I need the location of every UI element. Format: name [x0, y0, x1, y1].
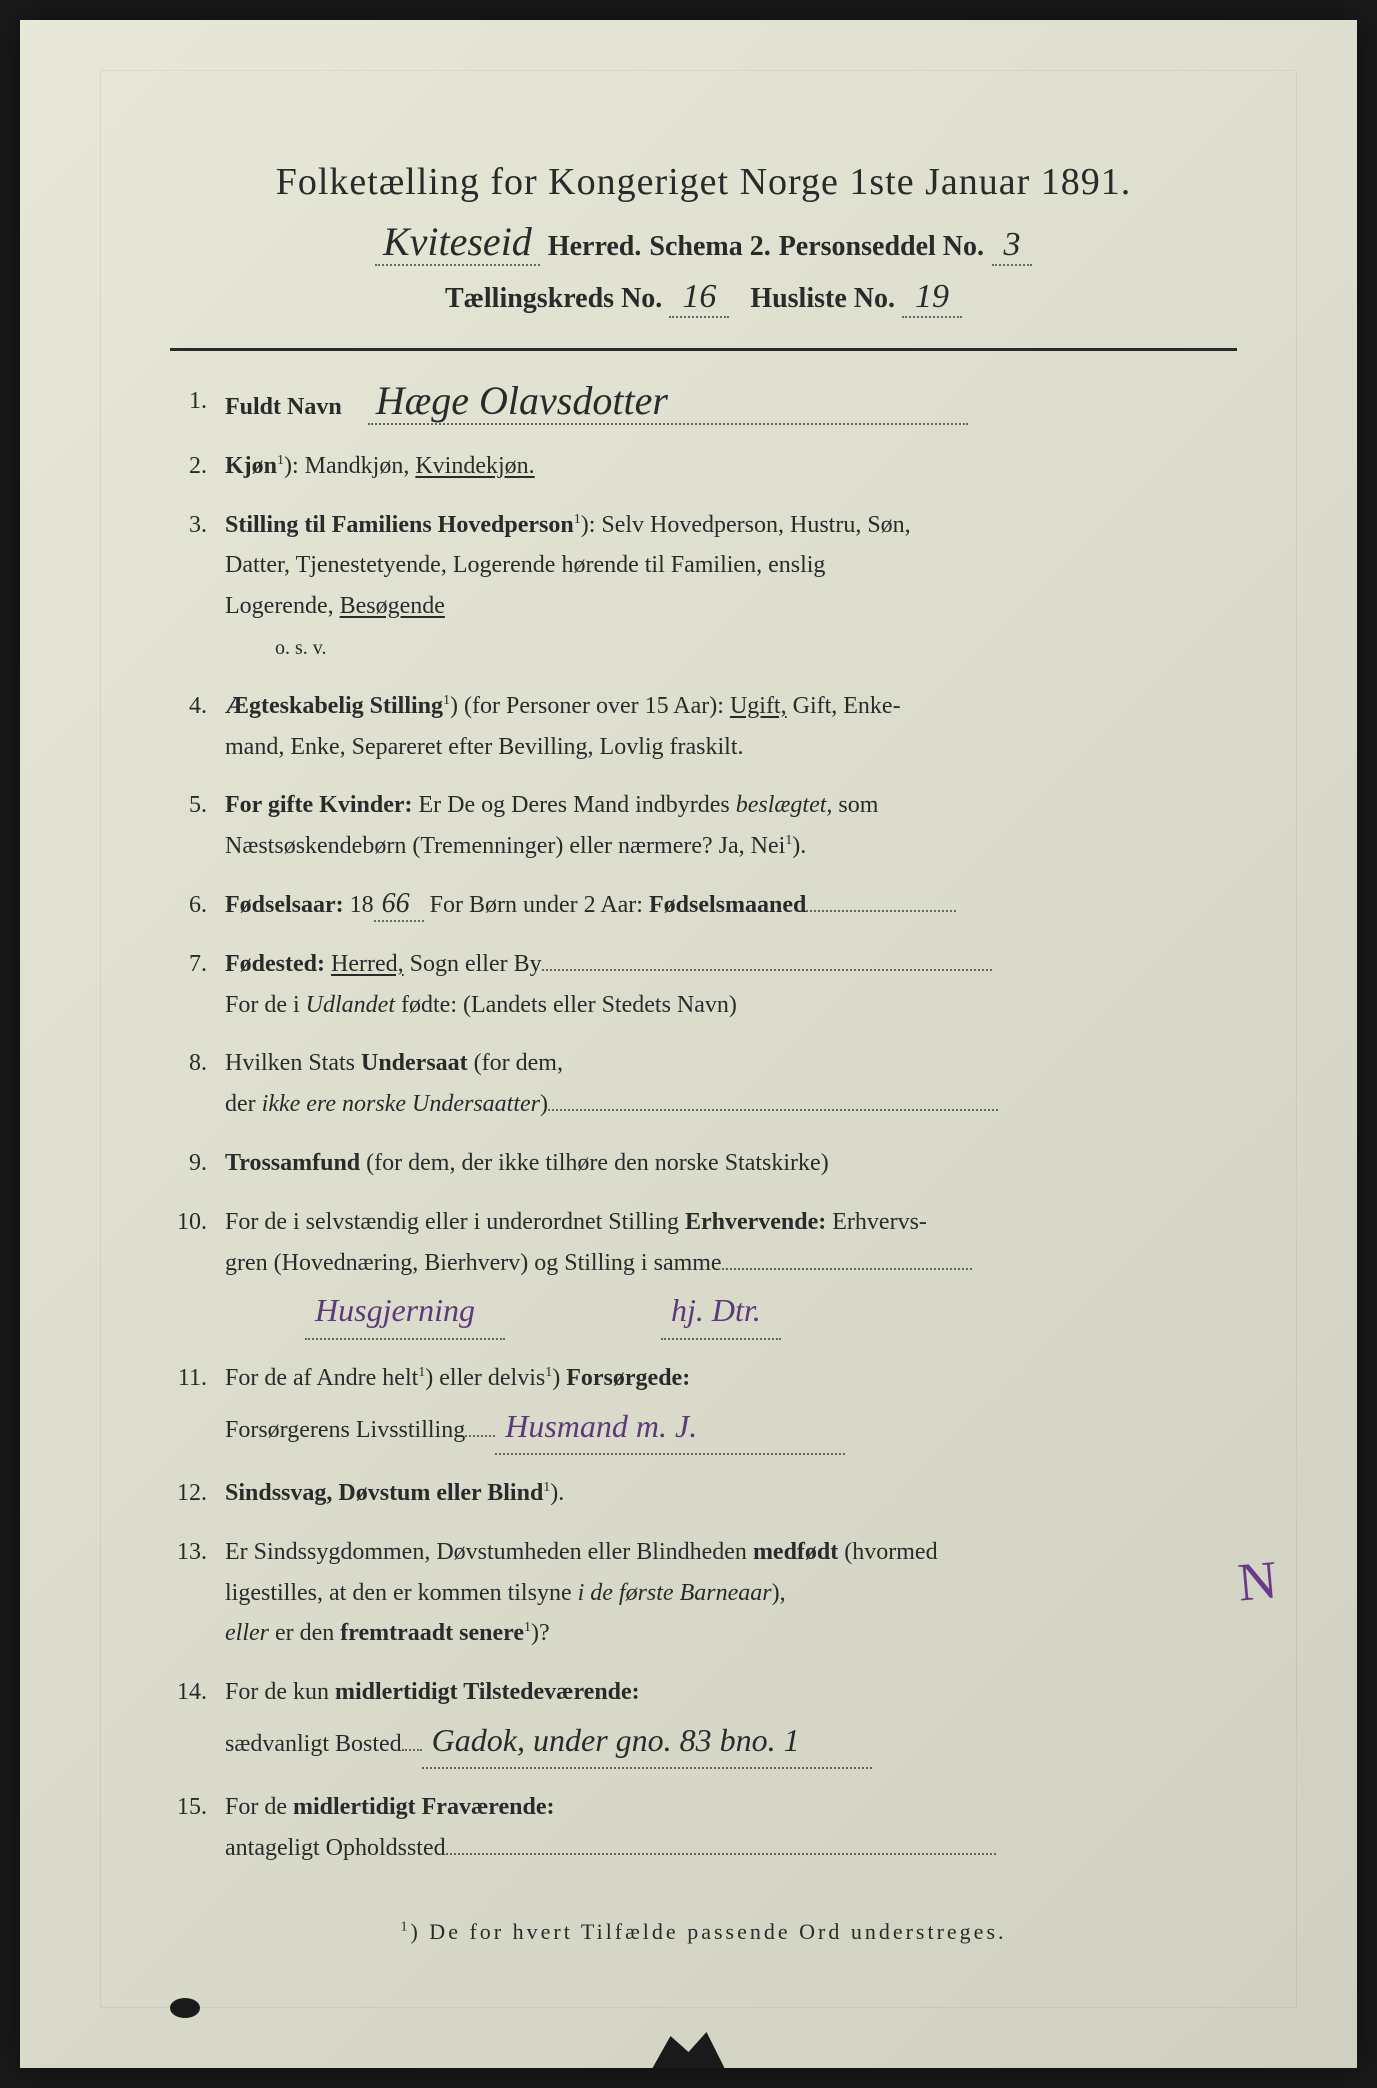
form-title: Folketælling for Kongeriget Norge 1ste J…: [170, 160, 1237, 204]
field-14-temporary-present: 14. For de kun midlertidigt Tilstedevære…: [170, 1672, 1237, 1769]
field-15-temporary-absent: 15. For de midlertidigt Fraværende: anta…: [170, 1787, 1237, 1869]
field-2-sex: 2. Kjøn1): Mandkjøn, Kvindekjøn.: [170, 446, 1237, 487]
field-12-disability: 12. Sindssvag, Døvstum eller Blind1).: [170, 1473, 1237, 1514]
field-3-position: 3. Stilling til Familiens Hovedperson1):…: [170, 505, 1237, 668]
marginal-mark: N: [1235, 1548, 1279, 1613]
kreds-label: Tællingskreds No.: [445, 283, 662, 314]
paper-spot: [170, 1998, 200, 2018]
field-7-birthplace: 7. Fødested: Herred, Sogn eller By For d…: [170, 944, 1237, 1026]
field-9-religion: 9. Trossamfund (for dem, der ikke tilhør…: [170, 1143, 1237, 1184]
personseddel-label: Personseddel No.: [779, 231, 984, 263]
census-form-page: Folketælling for Kongeriget Norge 1ste J…: [20, 20, 1357, 2068]
field-11-supported: 11. For de af Andre helt1) eller delvis1…: [170, 1358, 1237, 1455]
footnote: 1) De for hvert Tilfælde passende Ord un…: [170, 1919, 1237, 1945]
birthyear-value: 66: [374, 890, 424, 922]
supporter-value: Husmand m. J.: [495, 1399, 845, 1455]
herred-label: Herred.: [548, 231, 642, 263]
header-row-1: Kviteseid Herred. Schema 2. Personseddel…: [170, 222, 1237, 266]
herred-value: Kviteseid: [375, 222, 540, 266]
field-10-occupation: 10. For de i selvstændig eller i underor…: [170, 1202, 1237, 1340]
divider: [170, 348, 1237, 351]
kreds-no: 16: [669, 280, 729, 318]
paper-damage: [629, 2028, 749, 2068]
husliste-no: 19: [902, 280, 962, 318]
field-8-citizenship: 8. Hvilken Stats Undersaat (for dem, der…: [170, 1043, 1237, 1125]
field-5-related: 5. For gifte Kvinder: Er De og Deres Man…: [170, 785, 1237, 867]
name-value: Hæge Olavsdotter: [368, 381, 968, 425]
field-4-marital: 4. Ægteskabelig Stilling1) (for Personer…: [170, 686, 1237, 768]
personseddel-no: 3: [992, 228, 1032, 266]
field-6-birthyear: 6. Fødselsaar: 1866 For Børn under 2 Aar…: [170, 885, 1237, 926]
field-13-congenital: 13. Er Sindssygdommen, Døvstumheden elle…: [170, 1532, 1237, 1654]
header-row-2: Tællingskreds No. 16 Husliste No. 19: [170, 280, 1237, 318]
form-header: Folketælling for Kongeriget Norge 1ste J…: [170, 160, 1237, 318]
field-1-name: 1. Fuldt Navn Hæge Olavsdotter: [170, 381, 1237, 428]
husliste-label: Husliste No.: [750, 283, 895, 314]
occupation-value-2: hj. Dtr.: [661, 1283, 781, 1339]
occupation-value-1: Husgjerning: [305, 1283, 505, 1339]
residence-value: Gadok, under gno. 83 bno. 1: [422, 1713, 872, 1769]
schema-label: Schema 2.: [649, 231, 770, 263]
